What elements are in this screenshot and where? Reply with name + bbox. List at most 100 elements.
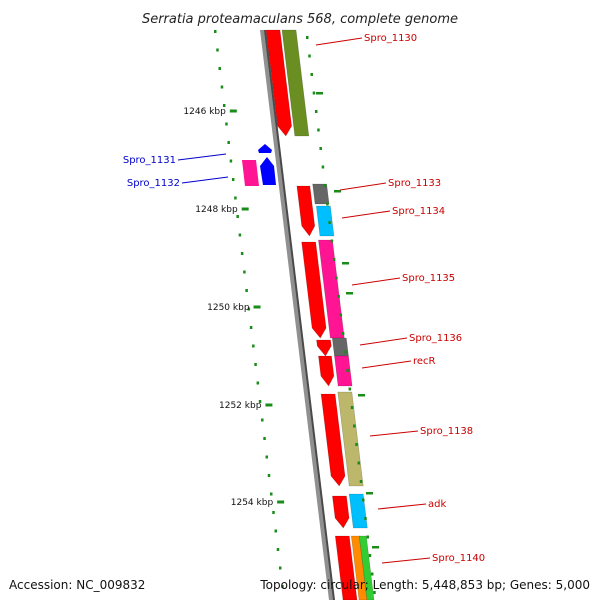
- gc-dot-left: [220, 85, 224, 89]
- gc-dot-right: [353, 424, 356, 428]
- gc-dot-right: [359, 480, 363, 483]
- gc-dot-left: [238, 233, 242, 237]
- gc-dot-left: [229, 159, 233, 163]
- gc-dot-left: [214, 30, 217, 33]
- gene-features: [242, 29, 375, 600]
- kbp-tick-mark: [253, 305, 261, 309]
- gene-leader-line: [377, 503, 427, 510]
- gc-dot-right: [341, 332, 345, 335]
- gc-dot-right: [337, 295, 340, 298]
- gene-block-orange[interactable]: [350, 535, 368, 600]
- gene-label[interactable]: Spro_1131: [123, 155, 176, 166]
- accession-label: Accession: NC_009832: [9, 578, 146, 592]
- kbp-tick-mark: [265, 403, 273, 407]
- gc-dash: [334, 190, 341, 193]
- gc-dot-left: [252, 344, 255, 348]
- gene-block-gray[interactable]: [312, 183, 330, 205]
- gc-dot-left: [270, 492, 273, 496]
- gene-label[interactable]: Spro_1130: [364, 33, 417, 44]
- gene-block-blue-reverse-small[interactable]: [258, 144, 272, 153]
- gene-label[interactable]: Spro_1133: [388, 178, 441, 189]
- genome-backbone: [260, 30, 334, 600]
- gc-dot-right: [335, 276, 338, 280]
- gene-block-red[interactable]: [332, 495, 350, 529]
- gene-label[interactable]: adk: [428, 499, 446, 510]
- gc-dot-right: [370, 572, 374, 576]
- gc-dot-left: [227, 141, 230, 144]
- genome-backbone-shade: [264, 30, 335, 600]
- gene-block-cyan[interactable]: [315, 205, 335, 237]
- gene-block-red[interactable]: [316, 339, 332, 357]
- gene-leader-line: [381, 557, 431, 564]
- gene-leader-line: [361, 360, 412, 369]
- gene-label[interactable]: Spro_1132: [127, 178, 180, 189]
- gc-dot-right: [323, 184, 327, 187]
- gc-dot-left: [256, 381, 260, 385]
- gene-block-blue-reverse[interactable]: [260, 157, 276, 185]
- gene-block-red[interactable]: [320, 393, 346, 487]
- topology-label: Topology: circular; Length: 5,448,853 bp…: [260, 578, 590, 592]
- gc-dot-left: [281, 585, 284, 588]
- kbp-ticks: 1246 kbp 1248 kbp 1250 kbp 1252 kbp 1254 kbp: [183, 107, 285, 508]
- gene-label[interactable]: Spro_1135: [402, 273, 455, 284]
- gene-block-magenta-reverse[interactable]: [242, 160, 259, 186]
- gene-block-green[interactable]: [358, 535, 375, 600]
- gc-dot-right: [308, 54, 311, 58]
- gc-dot-right: [310, 73, 313, 76]
- gene-block-red[interactable]: [334, 535, 358, 600]
- gc-dot-right: [368, 554, 372, 557]
- gene-leader-line: [177, 153, 227, 161]
- gc-dot-left: [274, 529, 277, 533]
- gc-dots: [214, 30, 379, 594]
- kbp-tick-mark: [229, 109, 237, 113]
- gc-dot-left: [231, 178, 235, 181]
- gene-block-cyan[interactable]: [348, 493, 368, 529]
- kbp-tick-label: 1248 kbp: [195, 205, 238, 215]
- gc-dot-left: [258, 400, 262, 403]
- gc-dot-left: [278, 566, 282, 570]
- gc-dot-left: [272, 511, 275, 514]
- gene-label[interactable]: Spro_1136: [409, 333, 462, 344]
- gc-dash: [358, 394, 365, 397]
- gene-block-red[interactable]: [301, 241, 327, 339]
- gene-label[interactable]: Spro_1140: [432, 553, 485, 564]
- kbp-tick-label: 1252 kbp: [219, 401, 262, 411]
- gc-dot-left: [216, 48, 219, 52]
- gc-dot-right: [346, 369, 349, 372]
- gc-dot-left: [243, 270, 246, 274]
- gc-dot-left: [265, 455, 269, 459]
- gene-block-red[interactable]: [265, 29, 292, 137]
- gene-leader-line: [351, 277, 401, 286]
- gene-block-khaki[interactable]: [337, 391, 364, 487]
- gc-dot-left: [240, 252, 244, 255]
- gene-block-red[interactable]: [296, 185, 316, 237]
- gc-dot-right: [326, 202, 329, 206]
- gene-label[interactable]: Spro_1138: [420, 426, 473, 437]
- gc-dot-right: [317, 128, 320, 132]
- gc-dot-left: [234, 196, 237, 200]
- gene-block-olive[interactable]: [281, 29, 310, 137]
- gc-dot-right: [373, 591, 376, 594]
- gc-dot-right: [330, 239, 334, 243]
- gc-dot-right: [328, 221, 331, 224]
- gc-dot-left: [261, 418, 264, 422]
- gc-dot-right: [344, 350, 347, 354]
- gc-dot-right: [332, 258, 336, 261]
- gc-dash: [316, 92, 323, 95]
- kbp-tick-label: 1254 kbp: [231, 498, 274, 508]
- gc-dash: [366, 492, 373, 495]
- gene-leader-line: [315, 37, 363, 46]
- gene-block-magenta[interactable]: [334, 355, 353, 387]
- gc-dot-left: [267, 474, 271, 477]
- gene-leader-line: [359, 337, 408, 346]
- map-title: Serratia proteamaculans 568, complete ge…: [142, 12, 458, 27]
- gene-block-red[interactable]: [318, 355, 335, 387]
- gene-leader-line: [181, 176, 229, 184]
- gene-label[interactable]: recR: [413, 356, 436, 367]
- gene-label[interactable]: Spro_1134: [392, 206, 445, 217]
- gc-dash: [372, 546, 379, 549]
- gc-dot-left: [245, 289, 248, 292]
- gc-dot-right: [364, 517, 367, 520]
- gc-dot-right: [355, 443, 358, 446]
